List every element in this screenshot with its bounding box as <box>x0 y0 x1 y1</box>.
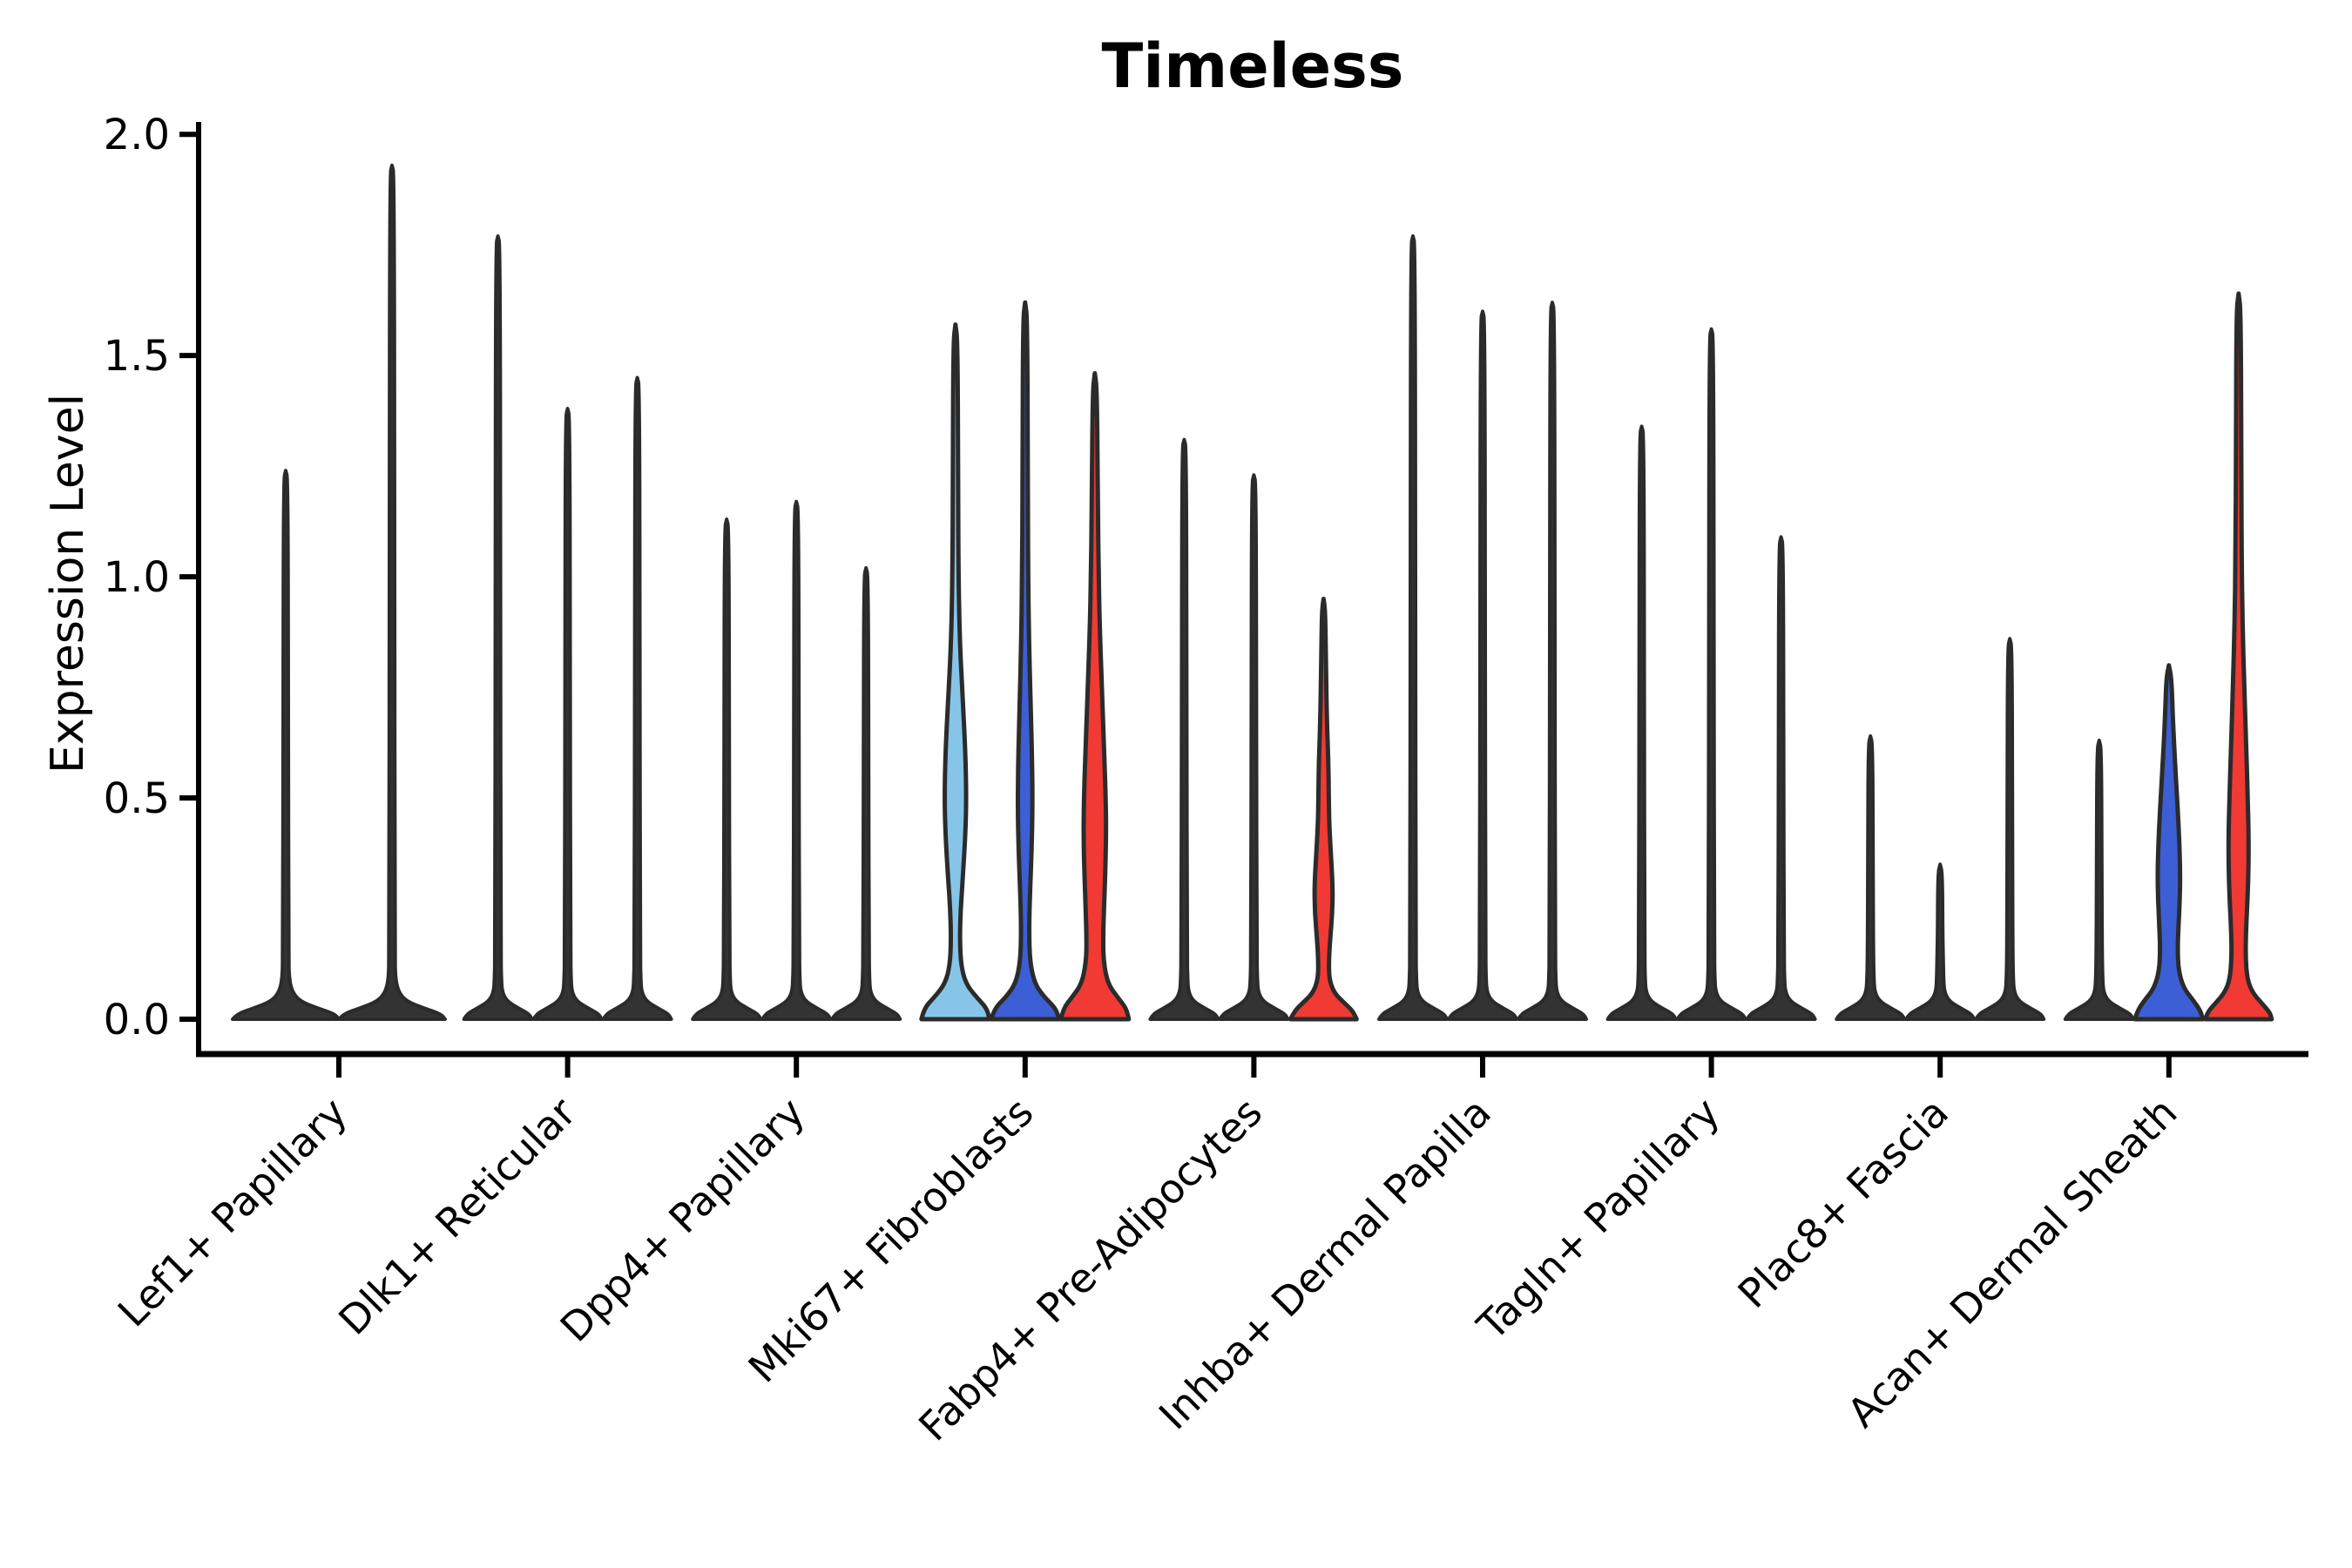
violin-dlk1-reticular-3 <box>601 375 673 1021</box>
violin-mki67-fibroblasts-3 <box>1058 371 1132 1022</box>
violin-acan-dermal-sheath-3 <box>2203 291 2274 1022</box>
violin-lef1-papillary-2 <box>337 163 447 1021</box>
y-tick-label: 1.0 <box>104 553 170 602</box>
violin-mki67-fibroblasts-1 <box>919 322 992 1022</box>
chart-title: Timeless <box>1102 30 1404 102</box>
violin-dpp4-papillary-2 <box>760 499 833 1021</box>
y-tick-label: 1.5 <box>104 332 170 381</box>
violin-plac8-fascia-3 <box>1974 637 2046 1021</box>
violin-tagln-papillary-1 <box>1605 424 1678 1021</box>
violin-lef1-papillary-1 <box>231 469 341 1021</box>
violin-inhba-dermal-papilla-2 <box>1447 309 1518 1021</box>
y-tick-label: 0.5 <box>104 774 170 823</box>
violin-plac8-fascia-1 <box>1835 733 1907 1021</box>
x-tick-label-dlk1-reticular: Dlk1+ Reticular <box>329 1089 585 1344</box>
y-axis-label: Expression Level <box>42 394 94 774</box>
violin-fabp4-pre-adipocytes-1 <box>1148 437 1220 1021</box>
violin-dlk1-reticular-2 <box>531 407 604 1021</box>
y-tick-labels: 0.0 0.5 1.0 1.5 2.0 <box>104 111 199 1044</box>
x-tick-label-tagln-papillary: Tagln+ Papillary <box>1468 1089 1729 1350</box>
y-tick-label: 2.0 <box>104 111 170 159</box>
violin-acan-dermal-sheath-1 <box>2063 739 2135 1021</box>
violins-layer <box>231 163 2274 1022</box>
x-tick-label-dpp4-papillary: Dpp4+ Papillary <box>551 1089 814 1351</box>
violin-plac8-fascia-2 <box>1904 862 1977 1021</box>
violin-inhba-dermal-papilla-1 <box>1377 234 1449 1021</box>
x-tick-label-plac8-fascia: Plac8+ Fascia <box>1729 1089 1957 1317</box>
violin-acan-dermal-sheath-2 <box>2132 663 2206 1022</box>
violin-inhba-dermal-papilla-3 <box>1517 301 1588 1021</box>
violin-fabp4-pre-adipocytes-2 <box>1218 473 1290 1021</box>
violin-mki67-fibroblasts-2 <box>989 300 1062 1022</box>
violin-dlk1-reticular-1 <box>462 234 534 1021</box>
violin-fabp4-pre-adipocytes-3 <box>1288 597 1359 1022</box>
violin-dpp4-papillary-3 <box>830 565 902 1021</box>
violin-dpp4-papillary-1 <box>691 517 763 1021</box>
violin-tagln-papillary-2 <box>1675 327 1747 1021</box>
x-tick-label-lef1-papillary: Lef1+ Papillary <box>109 1089 356 1336</box>
y-tick-label: 0.0 <box>104 996 170 1044</box>
violin-tagln-papillary-3 <box>1745 535 1817 1021</box>
